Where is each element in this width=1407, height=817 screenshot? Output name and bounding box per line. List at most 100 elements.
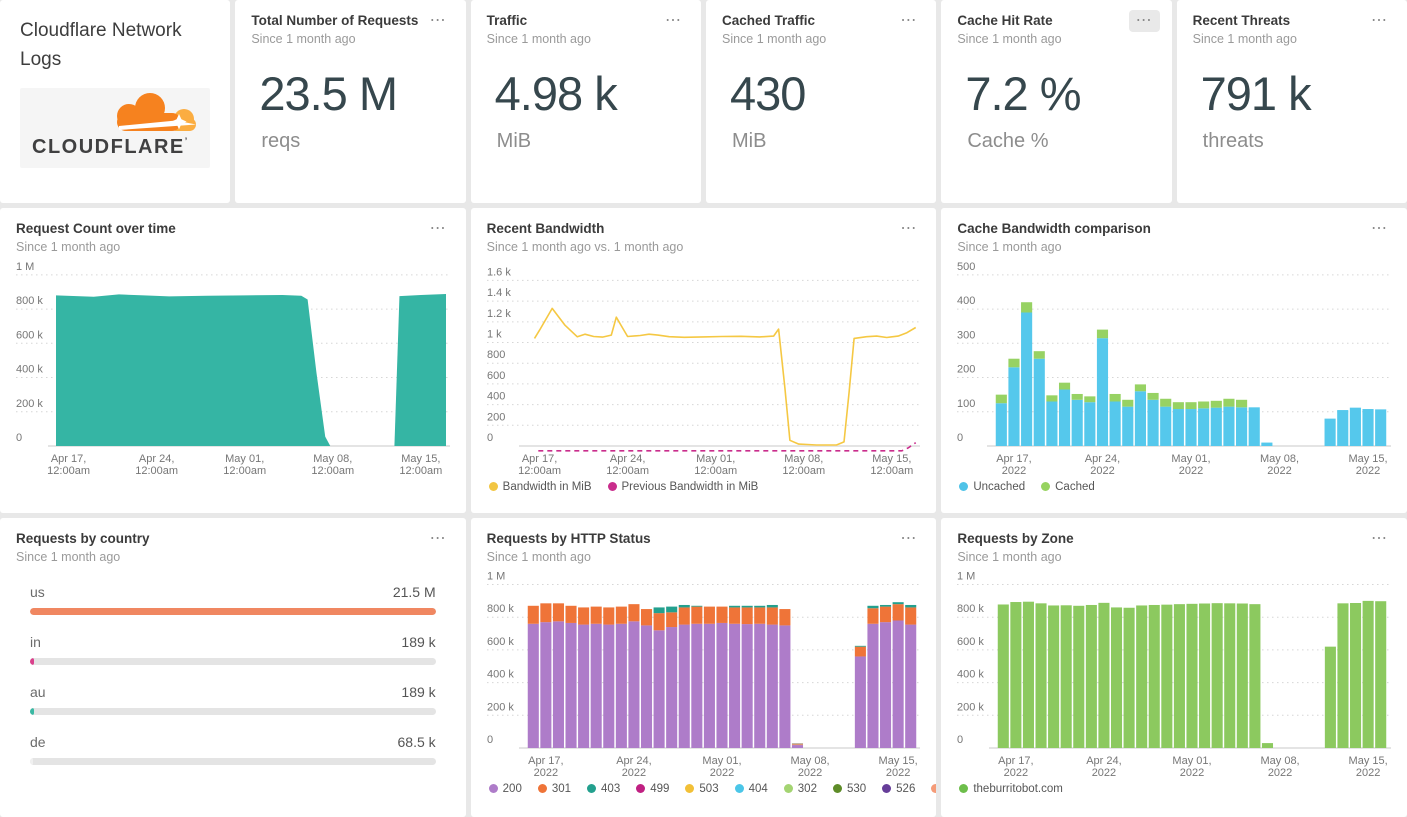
svg-text:2022: 2022 <box>797 767 821 778</box>
svg-text:May 08,: May 08, <box>1260 453 1299 465</box>
legend-label: 403 <box>601 782 621 795</box>
svg-text:400: 400 <box>487 390 505 402</box>
legend-dot-icon <box>607 482 617 491</box>
legend-item-bandwidth-in-mib[interactable]: Bandwidth in MiB <box>488 481 592 493</box>
legend-item-530[interactable]: 530 <box>832 783 866 795</box>
legend-label: Previous Bandwidth in MiB <box>621 480 759 493</box>
svg-text:12:00am: 12:00am <box>311 465 354 476</box>
svg-text:May 08,: May 08, <box>1261 755 1300 767</box>
svg-text:800 k: 800 k <box>487 603 514 615</box>
svg-text:May 08,: May 08, <box>313 453 352 465</box>
legend-item-499[interactable]: 499 <box>636 783 669 795</box>
svg-text:May 01,: May 01, <box>702 755 741 767</box>
legend-dot-icon <box>636 784 646 794</box>
svg-text:0: 0 <box>16 432 22 444</box>
legend-dot-icon <box>587 784 597 794</box>
panel-menu-icon[interactable]: ⋯ <box>900 12 918 29</box>
panel-traffic: Traffic Since 1 month ago ⋯ 4.98 k MiB <box>470 0 701 203</box>
svg-text:1 k: 1 k <box>487 328 502 340</box>
legend-item-526[interactable]: 526 <box>882 783 915 795</box>
legend-label: Cached <box>1055 480 1095 493</box>
svg-text:May 08,: May 08, <box>784 453 823 465</box>
svg-text:400 k: 400 k <box>957 668 984 680</box>
legend-item-524[interactable]: 524 <box>931 783 937 795</box>
panel-subtitle: Since 1 month ago <box>486 32 591 46</box>
svg-text:Apr 24,: Apr 24, <box>1085 453 1120 465</box>
legend-item-503[interactable]: 503 <box>685 782 719 795</box>
panel-menu-icon[interactable]: ⋯ <box>900 529 918 547</box>
legend-item-previous-bandwidth-in-mib[interactable]: Previous Bandwidth in MiB <box>607 480 759 493</box>
svg-text:1.2 k: 1.2 k <box>487 307 511 319</box>
legend-dot-icon <box>959 482 969 491</box>
panel-menu-icon[interactable]: ⋯ <box>1370 219 1388 237</box>
svg-text:200 k: 200 k <box>16 397 43 409</box>
stat-unit: threats <box>1202 130 1264 152</box>
panel-subtitle: Since 1 month ago <box>16 549 121 564</box>
svg-text:May 15,: May 15, <box>878 755 917 767</box>
legend-dot-icon <box>832 784 842 794</box>
panel-title: Cache Bandwidth comparison <box>957 220 1151 236</box>
legend-dot-icon <box>685 784 695 794</box>
middle-charts-row: Request Count over time Since 1 month ag… <box>0 207 1407 513</box>
panel-menu-icon[interactable]: ⋯ <box>429 12 447 29</box>
svg-text:Apr 17,: Apr 17, <box>997 453 1032 465</box>
cloudflare-cloud-icon <box>117 92 197 131</box>
panel-subtitle: Since 1 month ago <box>957 32 1062 46</box>
svg-text:2022: 2022 <box>1268 465 1292 476</box>
svg-text:2022: 2022 <box>1180 767 1204 778</box>
svg-text:0: 0 <box>487 734 493 746</box>
legend-dot-icon <box>931 784 937 794</box>
panel-menu-icon[interactable]: ⋯ <box>429 529 447 547</box>
stat-unit: MiB <box>496 130 532 152</box>
svg-text:800 k: 800 k <box>957 603 984 615</box>
svg-text:2022: 2022 <box>1092 767 1116 778</box>
legend-item-uncached[interactable]: Uncached <box>959 481 1025 493</box>
panel-requests-by-zone: Requests by Zone Since 1 month ago ⋯ 0 20… <box>941 517 1407 817</box>
legend-item-theburritobot-com[interactable]: theburritobot.com <box>959 783 1063 795</box>
svg-text:300: 300 <box>957 329 975 341</box>
panel-menu-icon[interactable]: ⋯ <box>900 219 918 237</box>
svg-text:May 15,: May 15, <box>1349 453 1388 465</box>
panel-menu-icon[interactable]: ⋯ <box>1370 529 1388 547</box>
legend-item-403[interactable]: 403 <box>587 783 620 795</box>
legend-item-301[interactable]: 301 <box>537 783 571 795</box>
country-value: 68.5 k <box>397 733 436 750</box>
svg-text:Apr 24,: Apr 24, <box>1087 755 1122 767</box>
panel-menu-icon[interactable]: ⋯ <box>1370 12 1388 29</box>
country-bar-fill <box>30 707 34 715</box>
panel-subtitle: Since 1 month ago vs. 1 month ago <box>486 239 684 254</box>
svg-text:600 k: 600 k <box>957 636 984 648</box>
stat-unit: Cache % <box>967 130 1049 152</box>
svg-text:Apr 24,: Apr 24, <box>139 453 174 465</box>
legend-item-cached[interactable]: Cached <box>1041 481 1095 493</box>
legend-label: 503 <box>699 782 719 795</box>
panel-menu-icon[interactable]: ⋯ <box>429 219 447 237</box>
svg-text:0: 0 <box>957 734 963 746</box>
legend-dot-icon <box>734 784 744 794</box>
svg-text:400 k: 400 k <box>16 363 43 375</box>
panel-menu-icon[interactable]: ⋯ <box>664 12 682 29</box>
recent-bandwidth-chart[interactable]: 0 200 400 600 800 1 k 1.2 k 1.4 k 1.6 k Apr 17, 12… <box>486 262 921 476</box>
panel-menu-icon[interactable]: ⋯ <box>1128 10 1160 32</box>
legend-item-200[interactable]: 200 <box>488 783 522 795</box>
svg-text:1.4 k: 1.4 k <box>487 287 511 299</box>
svg-text:800: 800 <box>487 349 505 361</box>
svg-text:800 k: 800 k <box>16 295 43 307</box>
panel-title: Cache Hit Rate <box>957 13 1053 28</box>
svg-text:0: 0 <box>957 432 963 444</box>
panel-subtitle: Since 1 month ago <box>486 549 591 564</box>
legend-item-302[interactable]: 302 <box>783 783 817 795</box>
panel-subtitle: Since 1 month ago <box>721 32 827 46</box>
requests-by-zone-legend: theburritobot.com <box>957 783 1391 795</box>
legend-item-404[interactable]: 404 <box>734 783 768 795</box>
panel-title: Requests by Zone <box>957 530 1074 546</box>
country-label: de <box>30 733 46 750</box>
country-value: 189 k <box>401 633 436 650</box>
cache-bandwidth-chart[interactable]: 0 100 200 300 400 500 Apr 17, 2022 Apr 24, 2022 Ma… <box>957 262 1391 476</box>
